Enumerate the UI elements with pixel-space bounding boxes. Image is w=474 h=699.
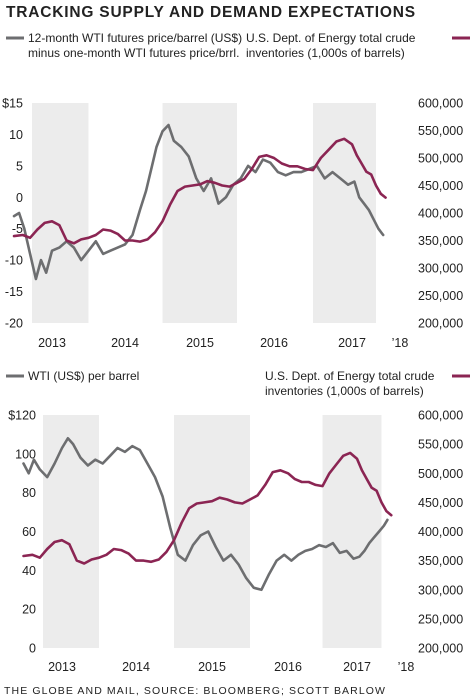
left-axis-tick-label: 5: [16, 159, 23, 173]
left-axis-tick-label: 60: [22, 525, 36, 539]
shaded-year-band: [322, 415, 382, 648]
right-series-line: [12, 137, 387, 245]
left-axis-tick-label: 10: [9, 128, 23, 142]
right-axis-tick-label: 600,000: [418, 409, 463, 423]
right-axis-tick-label: 500,000: [418, 152, 463, 166]
right-axis-tick-label: 200,000: [418, 317, 463, 331]
legend-label-right: inventories (1,000s of barrels): [265, 384, 424, 398]
x-axis-tick-label: 2015: [198, 660, 226, 674]
shaded-year-band: [32, 103, 89, 323]
legend-label-right: U.S. Dept. of Energy total crude: [265, 369, 435, 383]
left-axis-tick-label: 40: [22, 564, 36, 578]
right-axis-tick-label: 350,000: [418, 234, 463, 248]
right-axis-tick-label: 300,000: [418, 583, 463, 597]
right-axis-tick-label: 400,000: [418, 525, 463, 539]
left-axis-tick-label: 0: [29, 642, 36, 656]
left-axis-tick-label: $15: [2, 97, 23, 111]
chart-title: TRACKING SUPPLY AND DEMAND EXPECTATIONS: [6, 4, 416, 21]
x-axis-tick-label: ’18: [392, 336, 409, 350]
right-axis-tick-label: 250,000: [418, 612, 463, 626]
right-axis-tick-label: 500,000: [418, 467, 463, 481]
x-axis-tick-label: 2017: [338, 336, 366, 350]
shaded-year-band: [174, 415, 250, 648]
left-series-line: [22, 436, 389, 592]
right-axis-tick-label: 200,000: [418, 642, 463, 656]
x-axis-tick-label: 2014: [111, 336, 139, 350]
x-axis-tick-label: 2016: [260, 336, 288, 350]
legend-label-right: U.S. Dept. of Energy total crude: [246, 31, 416, 45]
right-axis-tick-label: 550,000: [418, 438, 463, 452]
x-axis-tick-label: 2016: [274, 660, 302, 674]
shaded-year-band: [43, 415, 99, 648]
left-axis-tick-label: 0: [16, 191, 23, 205]
right-axis-tick-label: 450,000: [418, 496, 463, 510]
left-axis-tick-label: -10: [5, 254, 23, 268]
x-axis-tick-label: 2013: [38, 336, 66, 350]
legend-label-left: minus one-month WTI futures price/brrl.: [28, 46, 239, 60]
right-axis-tick-label: 450,000: [418, 179, 463, 193]
left-axis-tick-label: -15: [5, 285, 23, 299]
right-axis-tick-label: 550,000: [418, 124, 463, 138]
legend-label-left: WTI (US$) per barrel: [28, 369, 139, 383]
right-axis-tick-label: 600,000: [418, 97, 463, 111]
source-credit: THE GLOBE AND MAIL, SOURCE: BLOOMBERG; S…: [4, 685, 387, 697]
right-series-line: [22, 451, 393, 565]
left-axis-tick-label: -5: [12, 222, 23, 236]
left-axis-tick-label: $120: [8, 409, 36, 423]
spread-vs-inventories-chart: $15 10 5 0 -5 -10 -15 -20 600,000 550,000 500,000 4…: [2, 31, 470, 350]
x-axis-tick-label: 2014: [122, 660, 150, 674]
x-axis-tick-label: 2017: [343, 660, 371, 674]
left-axis-tick-label: 100: [15, 447, 36, 461]
x-axis-tick-label: 2015: [186, 336, 214, 350]
right-axis-tick-label: 250,000: [418, 289, 463, 303]
shaded-year-band: [162, 103, 237, 323]
left-axis-tick-label: 80: [22, 486, 36, 500]
left-axis-tick-label: 20: [22, 603, 36, 617]
left-axis-tick-label: -20: [5, 317, 23, 331]
x-axis-tick-label: ’18: [398, 660, 415, 674]
legend-label-left: 12-month WTI futures price/barrel (US$): [28, 31, 242, 45]
right-axis-tick-label: 350,000: [418, 554, 463, 568]
x-axis-tick-label: 2013: [48, 660, 76, 674]
right-axis-tick-label: 300,000: [418, 262, 463, 276]
legend-label-right: inventories (1,000s of barrels): [246, 46, 405, 60]
right-axis-tick-label: 400,000: [418, 207, 463, 221]
